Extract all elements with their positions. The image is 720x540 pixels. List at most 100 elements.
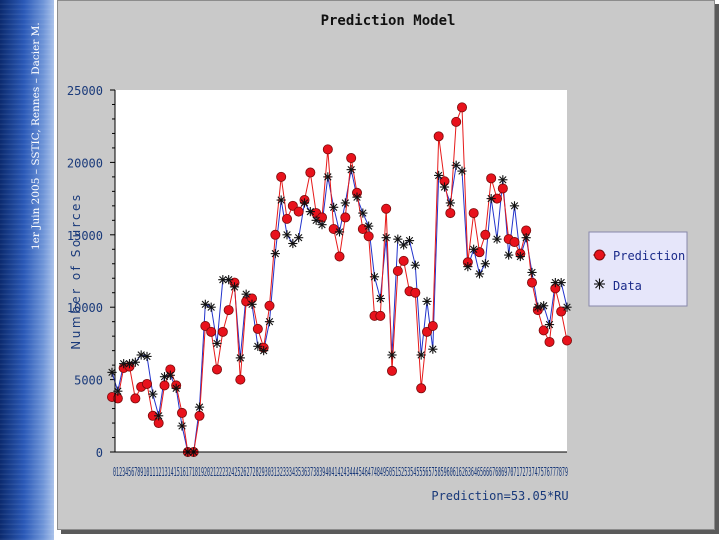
data-point: [323, 172, 333, 182]
data-point: [364, 221, 374, 231]
prediction-point: [497, 183, 508, 194]
data-point: [294, 233, 304, 243]
data-point: [428, 344, 438, 354]
data-point: [515, 251, 525, 262]
prediction-point: [334, 251, 345, 262]
prediction-point: [357, 224, 368, 235]
data-point: [136, 350, 146, 360]
data-point: [235, 353, 245, 363]
data-point: [264, 317, 275, 327]
prediction-point: [217, 326, 228, 337]
data-point: [422, 296, 432, 307]
prediction-point: [451, 116, 462, 127]
data-point: [259, 346, 269, 356]
x-axis-label: Prediction=53.05*RU: [431, 489, 568, 503]
y-tick-label: 0: [96, 446, 103, 460]
data-point: [148, 389, 158, 399]
prediction-point: [130, 393, 141, 404]
prediction-point: [281, 213, 292, 224]
prediction-point: [211, 364, 222, 375]
data-point: [171, 383, 181, 393]
prediction-point: [381, 203, 392, 214]
y-axis-label: Number of Sources: [69, 192, 83, 349]
legend-label-data: Data: [613, 279, 642, 293]
x-tick-labels: 0123456789101112131415161718192021222324…: [113, 465, 568, 479]
prediction-point: [375, 310, 386, 321]
data-point: [399, 240, 409, 250]
prediction-point: [544, 336, 555, 347]
data-point: [375, 293, 385, 304]
prediction-point: [340, 212, 351, 223]
prediction-point: [427, 321, 438, 332]
data-point: [352, 192, 362, 202]
data-point: [369, 272, 380, 282]
slide-side-band: [0, 0, 54, 540]
data-point: [253, 341, 263, 351]
data-point: [154, 411, 164, 421]
prediction-point: [538, 325, 549, 336]
data-point: [288, 238, 298, 249]
prediction-point: [346, 153, 357, 164]
prediction-point: [223, 305, 234, 316]
prediction-point: [474, 247, 485, 258]
data-point: [486, 194, 496, 204]
legend: Prediction Data: [588, 231, 688, 307]
prediction-point: [206, 326, 217, 337]
data-point: [509, 201, 520, 211]
prediction-point: [176, 407, 187, 418]
data-point: [224, 275, 234, 285]
prediction-point: [235, 374, 246, 385]
data-point: [504, 250, 514, 260]
data-point: [113, 386, 123, 396]
y-tick-label: 15000: [67, 229, 103, 243]
data-point: [212, 338, 222, 348]
data-point: [124, 359, 135, 369]
data-point: [206, 302, 216, 312]
data-point: [358, 208, 368, 218]
data-point: [142, 351, 152, 362]
data-point: [498, 175, 508, 185]
data-point: [130, 357, 140, 367]
data-point: [247, 299, 257, 309]
data-point: [451, 160, 461, 170]
data-point: [346, 165, 356, 175]
chart-title: Prediction Model: [321, 13, 456, 29]
data-point: [562, 302, 572, 312]
prediction-point: [445, 208, 456, 219]
prediction-point: [328, 224, 339, 235]
data-point: [159, 372, 170, 382]
data-point: [334, 227, 345, 237]
prediction-point: [410, 287, 421, 298]
data-point: [317, 220, 327, 230]
y-tick-label: 10000: [67, 301, 103, 315]
prediction-point: [480, 229, 491, 240]
prediction-point: [392, 265, 403, 276]
data-point: [527, 267, 537, 278]
data-point: [270, 249, 280, 259]
prediction-point: [527, 277, 538, 288]
prediction-point: [509, 237, 520, 248]
prediction-point: [556, 306, 567, 317]
data-point: [556, 277, 566, 288]
prediction-point: [433, 131, 444, 142]
prediction-point: [468, 208, 479, 219]
prediction-point: [398, 255, 409, 266]
data-point: [229, 282, 240, 292]
prediction-point: [276, 171, 287, 182]
y-tick-label: 5000: [74, 374, 103, 388]
data-point: [457, 166, 467, 176]
series-layer: [107, 102, 573, 457]
data-point: [305, 207, 315, 217]
data-point: [492, 234, 502, 244]
prediction-point: [322, 144, 333, 155]
data-point: [480, 259, 490, 269]
data-point: [387, 350, 397, 360]
prediction-point: [305, 167, 316, 178]
data-point: [439, 182, 450, 192]
prediction-point: [386, 365, 397, 376]
data-point: [194, 402, 205, 412]
prediction-point: [562, 335, 573, 346]
data-point: [533, 302, 543, 312]
prediction-point: [293, 206, 304, 217]
